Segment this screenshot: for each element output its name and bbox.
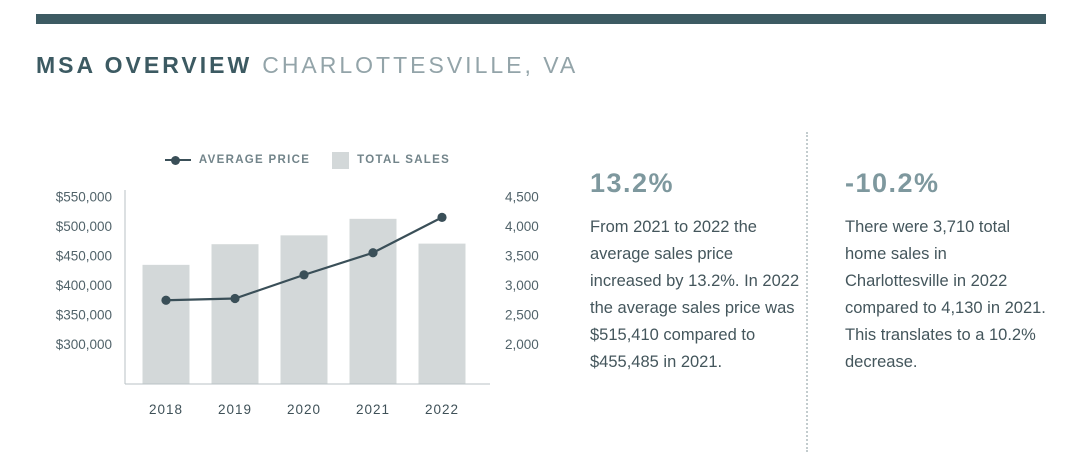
- page-title-location: CHARLOTTESVILLE, VA: [262, 52, 579, 78]
- stat-value-price-change: 13.2%: [590, 168, 675, 198]
- page-title: MSA OVERVIEW CHARLOTTESVILLE, VA: [36, 52, 578, 79]
- svg-text:$550,000: $550,000: [56, 190, 112, 205]
- svg-text:2,000: 2,000: [505, 337, 539, 352]
- svg-text:2,500: 2,500: [505, 308, 539, 323]
- legend-label-average-price: AVERAGE PRICE: [198, 154, 311, 166]
- svg-text:3,500: 3,500: [505, 249, 539, 264]
- line-marker-icon: [164, 155, 191, 165]
- svg-text:$500,000: $500,000: [56, 219, 112, 234]
- svg-text:2020: 2020: [287, 402, 321, 417]
- svg-text:2019: 2019: [218, 402, 252, 417]
- svg-text:$400,000: $400,000: [56, 278, 112, 293]
- svg-text:3,000: 3,000: [505, 278, 539, 293]
- svg-text:$450,000: $450,000: [56, 249, 112, 264]
- stat-value-sales-change: -10.2%: [845, 168, 940, 198]
- svg-text:$350,000: $350,000: [56, 308, 112, 323]
- svg-text:4,500: 4,500: [505, 190, 539, 205]
- svg-text:4,000: 4,000: [505, 219, 539, 234]
- svg-text:$300,000: $300,000: [56, 337, 112, 352]
- chart-legend: AVERAGE PRICE TOTAL SALES: [125, 150, 490, 170]
- legend-item-average-price: AVERAGE PRICE: [164, 154, 311, 166]
- stat-text-price-change: From 2021 to 2022 the average sales pric…: [590, 218, 800, 372]
- stat-text-sales-change: There were 3,710 total home sales in Cha…: [845, 218, 1046, 372]
- stat-block-price-change: 13.2% From 2021 to 2022 the average sale…: [590, 168, 808, 376]
- svg-text:2018: 2018: [149, 402, 183, 417]
- chart-plot-area: $550,000 $500,000 $450,000 $400,000 $350,000…: [56, 190, 539, 418]
- legend-label-total-sales: TOTAL SALES: [357, 154, 451, 166]
- stat-block-sales-change: -10.2% There were 3,710 total home sales…: [845, 168, 1053, 376]
- page-title-bold: MSA OVERVIEW: [36, 52, 253, 78]
- accent-top-bar: [36, 14, 1046, 24]
- legend-item-total-sales: TOTAL SALES: [332, 151, 451, 169]
- combo-chart: AVERAGE PRICE TOTAL SALES $550,000 $500,0…: [40, 150, 585, 432]
- svg-text:2022: 2022: [425, 402, 459, 417]
- dotted-divider: [806, 132, 808, 452]
- svg-text:2021: 2021: [356, 402, 390, 417]
- bar-swatch-icon: [332, 151, 350, 169]
